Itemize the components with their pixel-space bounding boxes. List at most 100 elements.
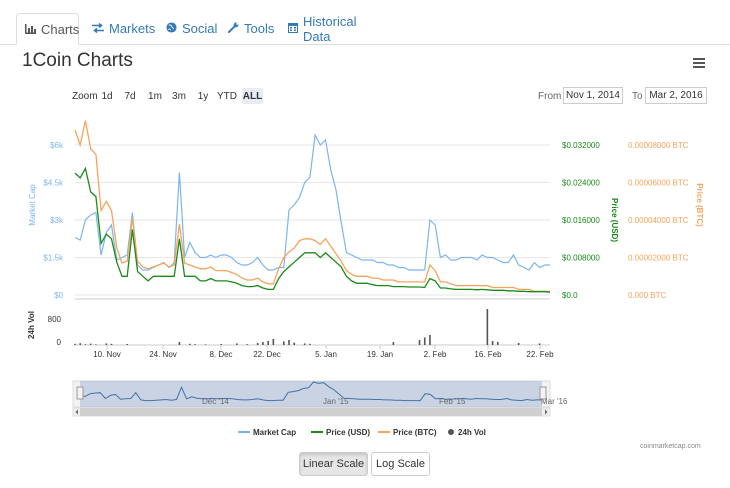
volume-bar <box>272 339 275 345</box>
to-date-input[interactable]: Mar 2, 2016 <box>645 87 707 104</box>
linear-scale-button[interactable]: Linear Scale <box>299 452 368 476</box>
volume-bar <box>105 343 108 345</box>
volume-bar <box>79 343 82 345</box>
price-usd-tick-label: $0.008000 <box>562 254 600 263</box>
scroll-right-arrow-icon <box>545 409 548 415</box>
navigator-scrollbar-thumb <box>80 408 542 416</box>
tab-historical-data-label: Historical Data <box>303 13 357 44</box>
volume-bar <box>288 340 290 345</box>
market-cap-tick-label: $0 <box>54 291 63 300</box>
page-title: 1Coin Charts <box>22 50 133 71</box>
x-tick-label: 16. Feb <box>474 350 502 359</box>
volume-bar <box>517 343 520 345</box>
tab-charts-label: Charts <box>41 21 80 37</box>
x-tick-label: 19. Jan <box>367 350 393 359</box>
volume-bar <box>110 343 113 345</box>
credit-label: coinmarketcap.com <box>640 443 701 450</box>
legend-item: Price (BTC) <box>393 428 437 437</box>
tab-tools[interactable]: Tools <box>220 13 278 44</box>
from-label: From <box>538 91 562 102</box>
zoom-1m-button[interactable]: 1m <box>148 90 162 102</box>
tab-historical-data[interactable]: Historical Data <box>280 13 380 44</box>
navigator-tick-label: Feb '15 <box>439 397 466 406</box>
price-usd-tick-label: $0.032000 <box>562 141 600 150</box>
price-btc-tick-label: 0.00006000 BTC <box>628 179 689 188</box>
zoom-1d-button[interactable]: 1d <box>101 90 113 102</box>
x-tick-label: 5. Jan <box>315 350 337 359</box>
volume-bar <box>220 344 222 345</box>
price-usd-line <box>74 166 551 293</box>
legend-item: Market Cap <box>253 428 296 437</box>
bar-chart-icon <box>25 22 36 37</box>
x-tick-label: 22. Feb <box>526 350 554 359</box>
market-cap-tick-label: $6k <box>50 141 64 150</box>
volume-bar <box>491 341 494 345</box>
volume-bar <box>309 343 311 345</box>
globe-icon <box>166 21 177 36</box>
volume-bar <box>194 344 196 345</box>
from-date-input[interactable]: Nov 1, 2014 <box>563 87 623 104</box>
volume-bar <box>423 337 426 345</box>
zoom-3m-button[interactable]: 3m <box>172 90 186 102</box>
price-btc-tick-label: 0.00008000 BTC <box>628 141 689 150</box>
zoom-7d-button[interactable]: 7d <box>124 90 136 102</box>
tab-markets[interactable]: Markets <box>84 13 156 44</box>
market-cap-line <box>74 133 550 271</box>
volume-bar <box>262 342 264 345</box>
tab-social[interactable]: Social <box>158 13 218 44</box>
price-usd-tick-label: $0.0 <box>562 291 578 300</box>
menu-icon[interactable] <box>693 58 705 70</box>
tab-tools-label: Tools <box>244 21 275 36</box>
market-cap-tick-label: $4.5k <box>43 179 64 188</box>
volume-bar <box>236 343 238 345</box>
price-btc-axis-title: Price (BTC) <box>695 183 704 227</box>
x-tick-label: 8. Dec <box>209 350 232 359</box>
volume-bar <box>246 344 249 345</box>
volume-bar <box>267 341 269 345</box>
tab-markets-label: Markets <box>109 21 156 36</box>
wrench-icon <box>227 21 239 36</box>
x-tick-label: 2. Feb <box>424 350 447 359</box>
legend-item: Price (USD) <box>326 428 370 437</box>
navigator-right-handle <box>539 386 547 400</box>
price-usd-tick-label: $0.024000 <box>562 179 600 188</box>
volume-bar <box>538 343 541 345</box>
price-usd-axis-title: Price (USD) <box>610 198 619 242</box>
market-cap-tick-label: $3k <box>50 216 64 225</box>
volume-bar <box>189 343 191 345</box>
x-tick-label: 24. Nov <box>149 350 177 359</box>
zoom-ytd-button[interactable]: YTD <box>217 90 237 102</box>
volume-bar <box>178 342 181 345</box>
to-label: To <box>632 91 643 102</box>
scroll-left-arrow-icon <box>75 409 78 415</box>
navigator-left-handle <box>76 386 84 400</box>
volume-bar <box>392 342 395 345</box>
navigator-tick-label: Jan '15 <box>323 397 349 406</box>
volume-bar <box>486 309 489 345</box>
volume-bar <box>256 343 259 345</box>
price-btc-tick-label: 0.00004000 BTC <box>628 216 689 225</box>
volume-bar <box>204 344 207 345</box>
navigator-tick-label: Dec '14 <box>202 397 229 406</box>
volume-bar <box>293 342 296 345</box>
log-scale-button[interactable]: Log Scale <box>371 452 430 476</box>
volume-bar <box>497 342 499 345</box>
volume-bar <box>418 340 421 345</box>
volume-bar <box>74 343 76 345</box>
price-btc-line <box>74 120 550 292</box>
tab-charts[interactable]: Charts <box>16 13 79 45</box>
legend-item: 24h Vol <box>458 428 486 437</box>
calendar-icon <box>288 21 298 36</box>
volume-bar <box>89 343 92 345</box>
market-cap-tick-label: $1.5k <box>43 254 64 263</box>
zoom-label: Zoom <box>72 91 98 102</box>
volume-bar <box>84 344 87 345</box>
x-tick-label: 10. Nov <box>93 350 121 359</box>
zoom-1y-button[interactable]: 1y <box>197 90 209 102</box>
volume-bar <box>429 335 431 345</box>
navigator-tick-label: Mar '16 <box>541 397 568 406</box>
zoom-all-button[interactable]: ALL <box>242 88 263 104</box>
volume-bar <box>95 344 97 345</box>
volume-bar <box>282 341 285 345</box>
